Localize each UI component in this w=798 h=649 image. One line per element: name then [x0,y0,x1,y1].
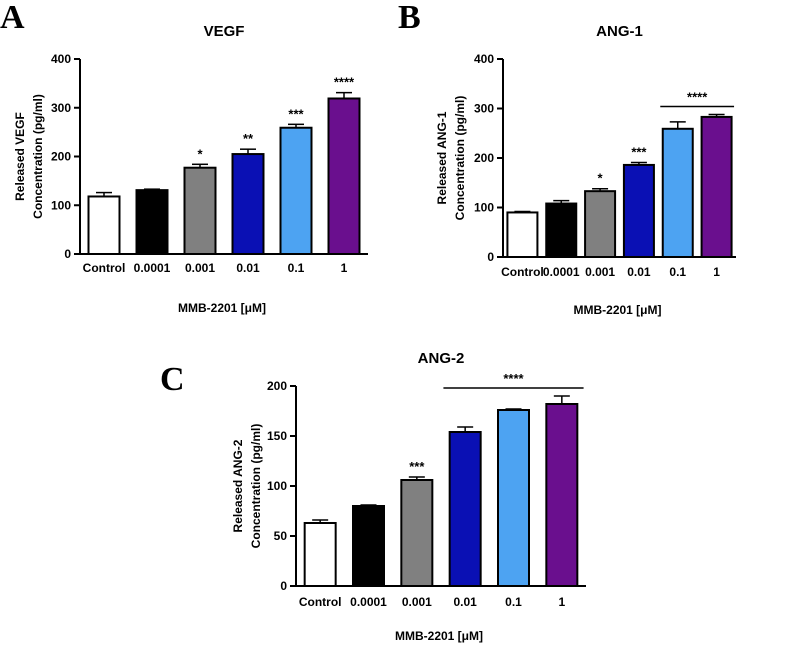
bar [506,211,539,258]
x-tick-label: Control [501,265,544,279]
y-tick-label: 300 [474,102,494,116]
bar [584,190,617,258]
x-tick-label: 0.0001 [134,261,171,275]
x-tick-label: 0.001 [185,261,215,275]
x-tick-label: Control [299,595,342,609]
y-tick-label: 100 [474,201,494,215]
x-tick-label: 0.0001 [350,595,387,609]
x-tick-label: 0.0001 [543,265,580,279]
x-axis-label: MMB-2201 [μM] [395,629,483,643]
panel-letter: B [398,0,421,36]
y-axis-label: Released ANG-2 [231,439,245,532]
significance-label: **** [687,89,708,104]
y-tick-label: 0 [487,250,494,264]
y-tick-label: 100 [267,479,287,493]
bar [661,127,694,258]
bar [622,163,655,258]
chart-title: VEGF [204,23,245,40]
significance-label: * [197,146,203,161]
bar [327,97,361,255]
x-tick-label: 0.01 [453,595,477,609]
x-tick-label: 1 [713,265,720,279]
x-tick-label: Control [83,261,126,275]
y-axis-label: Released ANG-1 [435,111,449,204]
chart-panel-b: B ANG-1 0 100 200 300 400 Control 0.0001 0.001 0.0… [398,0,736,317]
x-tick-label: 0.01 [236,261,260,275]
x-axis-label: MMB-2201 [μM] [178,301,266,315]
x-tick-label: 0.1 [288,261,305,275]
significance-label: **** [503,371,524,386]
significance-label: ** [243,131,254,146]
significance-label: *** [409,459,425,474]
y-tick-label: 200 [474,151,494,165]
chart-title: ANG-2 [418,350,465,367]
y-axis-label: Concentration (pg/ml) [31,94,45,219]
y-tick-label: 0 [64,247,71,261]
y-tick-label: 100 [51,198,71,212]
bar [303,522,337,587]
y-tick-label: 400 [474,52,494,66]
x-tick-label: 0.001 [585,265,615,279]
y-tick-label: 400 [51,52,71,66]
chart-panel-c: C ANG-2 0 50 100 150 200 Control 0.0001 0.001 0.01… [160,350,586,643]
bar [497,409,530,587]
bar [183,166,217,255]
bar [700,115,733,259]
bar [231,153,265,255]
y-tick-label: 0 [280,579,287,593]
x-tick-label: 0.1 [669,265,686,279]
bar [87,195,121,256]
bar [545,202,578,258]
bar [448,431,482,587]
significance-label: **** [334,75,355,90]
x-tick-label: 0.01 [627,265,651,279]
y-axis-label: Concentration (pg/ml) [249,424,263,549]
x-tick-label: 0.001 [402,595,432,609]
x-tick-label: 1 [558,595,565,609]
panel-letter: A [0,0,25,36]
y-tick-label: 50 [274,529,288,543]
bar [135,189,169,255]
x-tick-label: 0.1 [505,595,522,609]
chart-panel-a: A VEGF 0 100 200 300 400 Control 0.0001 0.001 0.01… [0,0,368,315]
y-tick-label: 150 [267,429,287,443]
bar [545,403,579,587]
y-tick-label: 200 [267,379,287,393]
bar [400,479,434,587]
significance-label: * [598,171,604,186]
x-axis-label: MMB-2201 [μM] [573,303,661,317]
x-tick-label: 1 [341,261,348,275]
chart-title: ANG-1 [596,23,643,40]
y-tick-label: 200 [51,150,71,164]
significance-label: *** [288,106,304,121]
panel-letter: C [160,361,185,398]
bar [352,505,385,587]
bar [279,126,313,255]
significance-label: *** [631,144,647,159]
y-tick-label: 300 [51,101,71,115]
y-axis-label: Released VEGF [13,112,27,201]
y-axis-label: Concentration (pg/ml) [453,96,467,221]
